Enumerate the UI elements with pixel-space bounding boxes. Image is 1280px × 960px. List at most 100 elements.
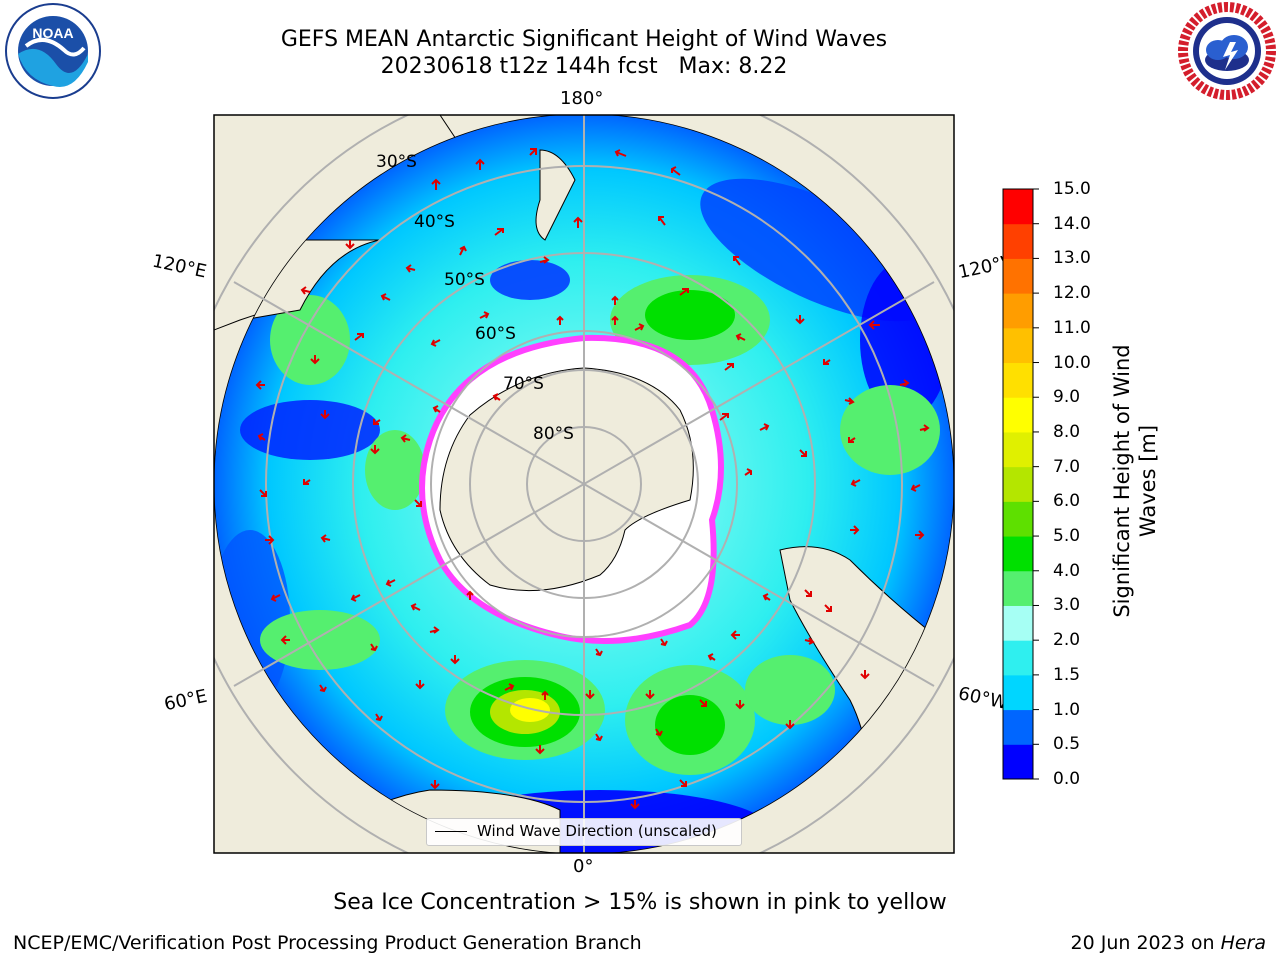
wind-arrow [655, 728, 663, 737]
wind-arrow [432, 405, 441, 413]
noaa-logo-text: NOAA [32, 25, 73, 41]
wave-max-region [260, 610, 380, 670]
chart-subtitle: 20230618 t12z 144h fcst Max: 8.22 [380, 54, 788, 79]
low-wave-region [240, 400, 380, 460]
colorbar-label: Significant Height of Wind Waves [m] [1110, 344, 1160, 618]
wind-arrow [868, 320, 880, 330]
machine-name: Hera [1220, 932, 1266, 954]
wind-arrow [414, 499, 422, 507]
wind-arrow [410, 603, 421, 611]
lon-label-0: 0° [573, 856, 594, 877]
wind-arrow [860, 670, 870, 680]
chart-title: GEFS MEAN Antarctic Significant Height o… [280, 27, 888, 52]
wind-arrow [494, 228, 504, 236]
colorbar-tick-label: 10.0 [1053, 352, 1091, 373]
wind-arrow [415, 680, 425, 690]
lat-label-30s: 30°S [376, 152, 417, 172]
wind-arrow [354, 333, 364, 341]
wind-arrow [899, 379, 910, 387]
wave-max-region [645, 290, 735, 340]
lat-label-60s: 60°S [475, 324, 516, 344]
colorbar-tick-label: 4.0 [1053, 560, 1081, 581]
wind-arrow [370, 445, 380, 455]
wind-arrow [735, 700, 745, 710]
colorbar-tick-label: 8.0 [1053, 421, 1081, 442]
colorbar-tick-label: 11.0 [1053, 317, 1091, 338]
wind-arrow [529, 148, 537, 156]
colorbar-tick-label: 15.0 [1053, 179, 1091, 199]
noaa-logo: NOAA [4, 2, 102, 100]
wind-arrow [850, 525, 860, 535]
wind-arrow [645, 690, 655, 700]
wind-arrow [595, 733, 603, 742]
wind-arrow [475, 158, 485, 170]
wind-arrow [265, 535, 275, 545]
colorbar-band [1003, 223, 1033, 259]
colorbar-band [1003, 744, 1033, 780]
wind-arrow [459, 245, 467, 256]
wind-arrow [320, 410, 330, 420]
antarctica [439, 367, 694, 592]
wind-arrow [795, 315, 805, 325]
wind-arrow [785, 720, 795, 730]
wind-arrow [479, 311, 490, 319]
colorbar-tick-label: 12.0 [1053, 283, 1091, 304]
wind-arrow [319, 684, 327, 693]
wind-arrow [257, 433, 266, 441]
wind-arrow [320, 534, 331, 543]
wind-arrow [259, 489, 267, 497]
colorbar-band [1003, 501, 1033, 537]
wind-arrow [310, 355, 320, 365]
colorbar-tick-label: 1.5 [1053, 664, 1081, 685]
meridian-120-60 [233, 281, 935, 687]
colorbar-band [1003, 327, 1033, 364]
colorbar-band [1003, 674, 1033, 711]
wind-arrow [595, 648, 603, 657]
credit-text: NCEP/EMC/Verification Post Processing Pr… [13, 932, 642, 954]
wind-arrow [375, 713, 383, 722]
colorbar-band [1003, 709, 1033, 745]
wind-arrow [634, 323, 645, 331]
wind-arrow [844, 397, 855, 405]
wind-arrow [744, 468, 752, 476]
date-stamp: 20 Jun 2023 on Hera [1071, 932, 1267, 954]
graticule [214, 115, 954, 853]
wind-arrow [255, 380, 265, 390]
lat-label-70s: 70°S [503, 374, 544, 394]
wind-arrow [373, 419, 381, 425]
colorbar-band [1003, 570, 1033, 606]
colorbar-border [1002, 188, 1034, 780]
wind-arrow [804, 637, 815, 645]
wind-arrow [915, 530, 925, 540]
wind-arrow [539, 256, 550, 264]
colorbar-tick-label: 1.0 [1053, 699, 1081, 720]
wind-arrow [541, 690, 549, 700]
wind-arrow [919, 424, 930, 432]
wind-arrows [255, 148, 930, 810]
wind-arrow [280, 635, 290, 645]
legend-line-swatch [435, 831, 467, 832]
wind-arrow [679, 288, 689, 296]
wind-arrow [660, 638, 668, 647]
wave-max-region [745, 655, 835, 725]
wind-arrow [431, 178, 441, 190]
colorbar-tick-label: 14.0 [1053, 213, 1091, 234]
wind-arrow [430, 780, 440, 790]
colorbar-tick-label: 9.0 [1053, 387, 1081, 408]
wind-arrow [910, 484, 921, 492]
wind-arrow [614, 149, 627, 157]
colorbar-tick-label: 5.0 [1053, 526, 1081, 547]
wind-arrow [730, 630, 740, 640]
new-zealand [535, 149, 576, 241]
wind-arrow [535, 745, 545, 755]
wind-arrow [345, 240, 355, 250]
date-text: 20 Jun 2023 on [1070, 932, 1215, 954]
wind-arrow [804, 589, 812, 597]
nws-logo [1178, 2, 1276, 100]
wind-arrow [573, 216, 583, 228]
wind-arrow [759, 423, 770, 431]
wind-arrow [585, 690, 595, 700]
wind-arrow [735, 333, 746, 341]
wind-arrow [380, 293, 391, 301]
